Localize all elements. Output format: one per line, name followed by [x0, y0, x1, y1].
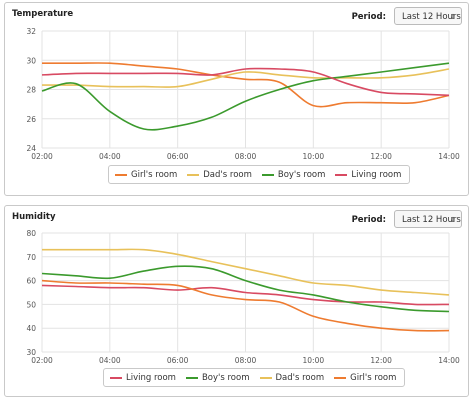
x-tick-label: 06:00 — [167, 152, 189, 161]
legend-swatch — [110, 376, 122, 379]
series-line-girl-s-room — [41, 279, 450, 332]
legend-label: Girl's room — [131, 169, 178, 180]
humidity-chart: 30 40 50 60 70 80 02:00 04:00 06:00 08:00 10:00 12:… — [26, 229, 460, 365]
legend-item[interactable]: Boy's room — [185, 372, 250, 383]
select-arrows-icon: ↕ — [450, 216, 456, 224]
y-tick-label: 80 — [26, 229, 36, 238]
x-tick-label: 02:00 — [31, 152, 53, 161]
humidity-legend: Living room Boy's room Dad's room Girl's ro… — [103, 368, 406, 387]
temperature-period-label: Period: — [351, 12, 386, 22]
temperature-panel: Temperature Period: Last 12 Hours ↕ 24 26… — [4, 2, 469, 196]
x-tick-label: 10:00 — [303, 152, 325, 161]
temperature-legend: Girl's room Dad's room Boy's room Living ro… — [108, 165, 411, 184]
legend-item[interactable]: Living room — [335, 170, 401, 180]
series-line-dad-s-room — [42, 248, 450, 296]
temperature-chart: 24 26 28 30 32 02:00 04:00 06:00 08:00 10:00 12:00… — [26, 27, 460, 161]
legend-item[interactable]: Girl's room — [115, 170, 177, 180]
x-tick-label: 06:00 — [167, 356, 189, 365]
y-tick-label: 40 — [26, 324, 36, 333]
series-line-girl-s-room — [41, 62, 450, 108]
series-line-boy-s-room — [41, 62, 450, 131]
series-line-living-room — [41, 284, 450, 306]
y-tick-label: 30 — [26, 56, 36, 65]
x-tick-label: 12:00 — [370, 152, 392, 161]
humidity-period-label: Period: — [351, 215, 386, 225]
x-tick-label: 12:00 — [370, 356, 392, 365]
legend-label: Boy's room — [277, 169, 326, 180]
series-line-dad-s-room — [41, 68, 450, 88]
legend-item[interactable]: Living room — [110, 373, 176, 383]
y-tick-label: 50 — [26, 300, 36, 309]
y-tick-label: 32 — [26, 27, 36, 36]
y-tick-label: 26 — [26, 115, 36, 124]
legend-swatch — [335, 173, 348, 176]
humidity-period-value: Last 12 Hours — [402, 215, 461, 225]
x-tick-label: 04:00 — [99, 152, 121, 161]
x-tick-label: 14:00 — [438, 356, 460, 365]
select-arrows-icon: ↕ — [450, 13, 456, 21]
legend-swatch — [185, 376, 198, 379]
legend-swatch — [261, 173, 274, 176]
legend-item[interactable]: Girl's room — [334, 373, 396, 383]
legend-label: Living room — [126, 372, 176, 383]
humidity-title: Humidity — [12, 212, 56, 222]
legend-label: Dad's room — [203, 169, 252, 180]
y-tick-label: 24 — [26, 144, 36, 153]
y-tick-label: 30 — [26, 348, 36, 357]
x-tick-label: 14:00 — [438, 152, 460, 161]
legend-swatch — [259, 376, 272, 379]
legend-label: Girl's room — [350, 372, 397, 383]
x-tick-label: 10:00 — [303, 356, 325, 365]
y-tick-label: 60 — [26, 277, 36, 286]
legend-label: Dad's room — [275, 372, 325, 383]
x-tick-label: 02:00 — [31, 356, 53, 365]
legend-label: Boy's room — [201, 372, 250, 383]
y-tick-label: 28 — [26, 86, 36, 95]
humidity-period-select[interactable]: Last 12 Hours ↕ — [394, 210, 462, 228]
legend-swatch — [334, 376, 347, 379]
y-tick-label: 70 — [26, 253, 36, 262]
legend-label: Living room — [351, 169, 402, 180]
x-tick-label: 08:00 — [235, 356, 257, 365]
series-line-living-room — [41, 67, 450, 97]
legend-item[interactable]: Boy's room — [261, 169, 326, 180]
legend-item[interactable]: Dad's room — [259, 372, 325, 383]
temperature-period-select[interactable]: Last 12 Hours ↕ — [394, 7, 462, 25]
legend-swatch — [115, 173, 127, 176]
x-tick-label: 08:00 — [235, 152, 257, 161]
legend-swatch — [187, 173, 200, 176]
x-tick-label: 04:00 — [99, 356, 121, 365]
humidity-panel: Humidity Period: Last 12 Hours ↕ 30 40 50 6… — [4, 205, 469, 397]
series-line-boy-s-room — [41, 265, 450, 313]
temperature-title: Temperature — [12, 9, 74, 19]
temperature-period-value: Last 12 Hours — [402, 12, 461, 22]
legend-item[interactable]: Dad's room — [187, 170, 252, 180]
